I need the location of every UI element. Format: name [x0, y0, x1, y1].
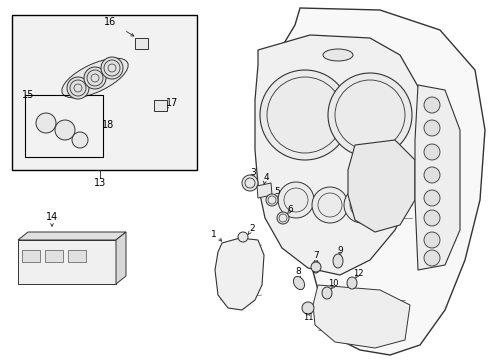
Polygon shape — [215, 238, 264, 310]
Circle shape — [242, 175, 258, 191]
Polygon shape — [116, 232, 126, 284]
Text: 7: 7 — [312, 252, 318, 261]
Circle shape — [423, 144, 439, 160]
Circle shape — [260, 70, 349, 160]
Polygon shape — [257, 183, 271, 198]
Text: 4: 4 — [263, 172, 268, 181]
Circle shape — [423, 250, 439, 266]
Text: 9: 9 — [336, 246, 342, 255]
Circle shape — [423, 232, 439, 248]
Text: 15: 15 — [22, 90, 34, 100]
Bar — [45, 250, 63, 262]
Text: 10: 10 — [327, 279, 338, 288]
Circle shape — [55, 120, 75, 140]
Circle shape — [36, 113, 56, 133]
Bar — [12, 15, 197, 170]
Circle shape — [327, 73, 411, 157]
Text: 13: 13 — [94, 178, 106, 188]
Text: 2: 2 — [249, 224, 254, 233]
Circle shape — [67, 77, 89, 99]
Text: 12: 12 — [352, 269, 363, 278]
Text: 18: 18 — [102, 120, 114, 130]
Polygon shape — [414, 85, 459, 270]
Bar — [22, 250, 40, 262]
Polygon shape — [254, 35, 424, 275]
Ellipse shape — [293, 276, 304, 289]
Text: 6: 6 — [286, 204, 292, 213]
Text: 5: 5 — [274, 186, 279, 195]
Bar — [18, 240, 116, 284]
Ellipse shape — [321, 287, 331, 299]
Circle shape — [310, 262, 320, 272]
Bar — [135, 38, 148, 49]
Bar — [25, 95, 103, 157]
Polygon shape — [18, 232, 126, 240]
Circle shape — [276, 212, 288, 224]
Circle shape — [72, 132, 88, 148]
Circle shape — [311, 187, 347, 223]
Circle shape — [238, 232, 247, 242]
Circle shape — [343, 187, 379, 223]
Text: 16: 16 — [103, 17, 116, 27]
Circle shape — [265, 194, 278, 206]
Circle shape — [423, 167, 439, 183]
Ellipse shape — [240, 233, 245, 242]
Circle shape — [302, 302, 313, 314]
Polygon shape — [312, 285, 409, 348]
Ellipse shape — [323, 49, 352, 61]
Text: 3: 3 — [250, 167, 255, 176]
Text: 11: 11 — [302, 314, 313, 323]
Text: 14: 14 — [46, 212, 58, 222]
Text: 8: 8 — [295, 267, 300, 276]
Polygon shape — [258, 8, 484, 355]
Circle shape — [278, 182, 313, 218]
Circle shape — [423, 190, 439, 206]
Bar — [68, 250, 86, 262]
Text: 1: 1 — [211, 230, 217, 239]
Circle shape — [84, 67, 106, 89]
Circle shape — [423, 97, 439, 113]
Ellipse shape — [346, 277, 356, 289]
Bar — [154, 100, 167, 111]
Ellipse shape — [61, 58, 128, 98]
Ellipse shape — [311, 261, 319, 273]
Text: 17: 17 — [165, 98, 178, 108]
Circle shape — [101, 57, 123, 79]
Ellipse shape — [332, 254, 342, 268]
Polygon shape — [347, 140, 414, 232]
Circle shape — [423, 210, 439, 226]
Circle shape — [423, 120, 439, 136]
